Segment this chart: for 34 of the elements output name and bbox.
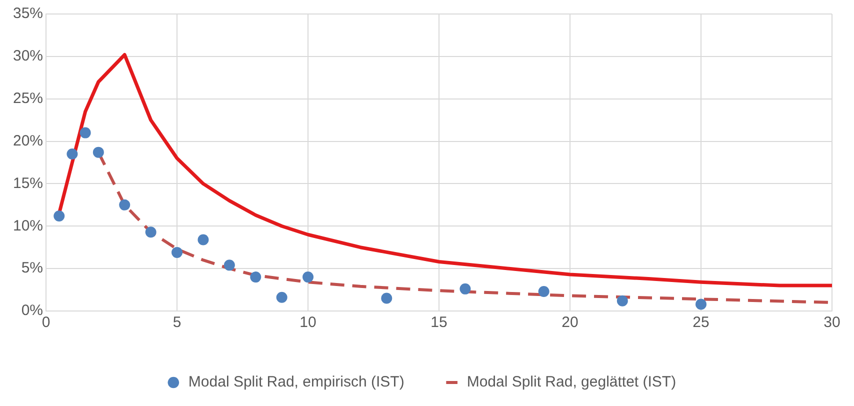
point bbox=[198, 234, 209, 246]
y-tick-label: 25% bbox=[12, 90, 44, 107]
x-tick-label: 20 bbox=[562, 314, 578, 332]
point bbox=[250, 272, 262, 283]
point bbox=[119, 199, 130, 210]
point bbox=[538, 286, 550, 297]
legend-label: Modal Split Rad, empirisch (IST) bbox=[188, 374, 404, 391]
point bbox=[224, 260, 235, 271]
point bbox=[616, 295, 628, 306]
y-tick-label: 30% bbox=[12, 48, 44, 65]
point bbox=[66, 148, 78, 160]
x-tick-label: 30 bbox=[824, 314, 840, 332]
y-tick-label: 10% bbox=[12, 217, 44, 234]
y-tick-label: 5% bbox=[21, 260, 44, 277]
x-tick-label: 5 bbox=[172, 314, 182, 332]
point bbox=[276, 292, 288, 303]
point bbox=[696, 298, 707, 310]
point bbox=[381, 292, 392, 304]
y-tick-label: 0% bbox=[21, 302, 44, 320]
legend-label: Modal Split Rad, geglättet (IST) bbox=[466, 374, 676, 391]
x-tick-label: 15 bbox=[430, 314, 448, 332]
y-tick-label: 15% bbox=[12, 174, 44, 192]
point bbox=[172, 246, 183, 258]
point bbox=[302, 272, 314, 283]
y-tick-label: 20% bbox=[12, 132, 44, 150]
x-tick-label: 10 bbox=[300, 314, 316, 332]
point bbox=[92, 146, 104, 158]
point bbox=[54, 210, 65, 222]
point bbox=[145, 226, 156, 238]
point bbox=[80, 127, 91, 138]
y-tick-label: 35% bbox=[12, 5, 44, 22]
x-tick-label: 0 bbox=[42, 314, 50, 332]
point bbox=[460, 283, 471, 294]
x-tick-label: 25 bbox=[692, 314, 710, 332]
